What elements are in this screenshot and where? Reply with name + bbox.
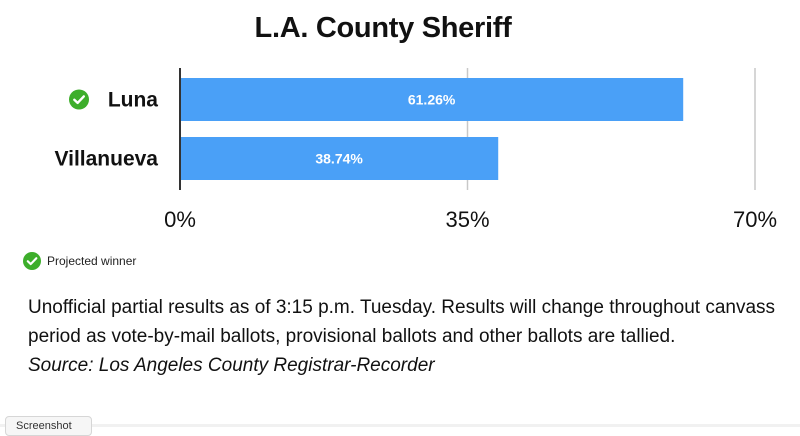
- bar-villanueva: [180, 137, 499, 180]
- results-disclaimer: Unofficial partial results as of 3:15 p.…: [28, 297, 776, 347]
- category-labels: Luna Villanueva: [54, 89, 158, 171]
- check-circle-icon: [23, 252, 41, 270]
- bar-data-label: 61.26%: [408, 92, 456, 108]
- legend-label: Projected winner: [47, 254, 137, 268]
- check-circle: [69, 89, 89, 110]
- bar-chart: 61.26% 38.74% Luna Villanueva 0% 35% 70%: [54, 68, 777, 232]
- x-tick-label: 0%: [164, 207, 196, 232]
- screenshot-button[interactable]: Screenshot: [5, 416, 92, 436]
- legend: Projected winner: [23, 252, 136, 270]
- bar-data-label: 38.74%: [315, 151, 363, 167]
- x-tick-label: 35%: [445, 207, 489, 232]
- bars: 61.26% 38.74%: [180, 78, 684, 180]
- category-label: Luna: [108, 89, 158, 112]
- source-credit: Source: Los Angeles County Registrar-Rec…: [28, 355, 435, 376]
- x-tick-label: 70%: [733, 207, 777, 232]
- chart-title: L.A. County Sheriff: [254, 12, 512, 44]
- winner-check-icon: [69, 89, 89, 110]
- x-axis-ticks: 0% 35% 70%: [164, 207, 777, 232]
- check-mark: [73, 95, 85, 105]
- category-label: Villanueva: [54, 148, 158, 171]
- chart-notes: Unofficial partial results as of 3:15 p.…: [28, 293, 788, 380]
- bottom-bar: [0, 424, 800, 427]
- bar-luna: [180, 78, 684, 121]
